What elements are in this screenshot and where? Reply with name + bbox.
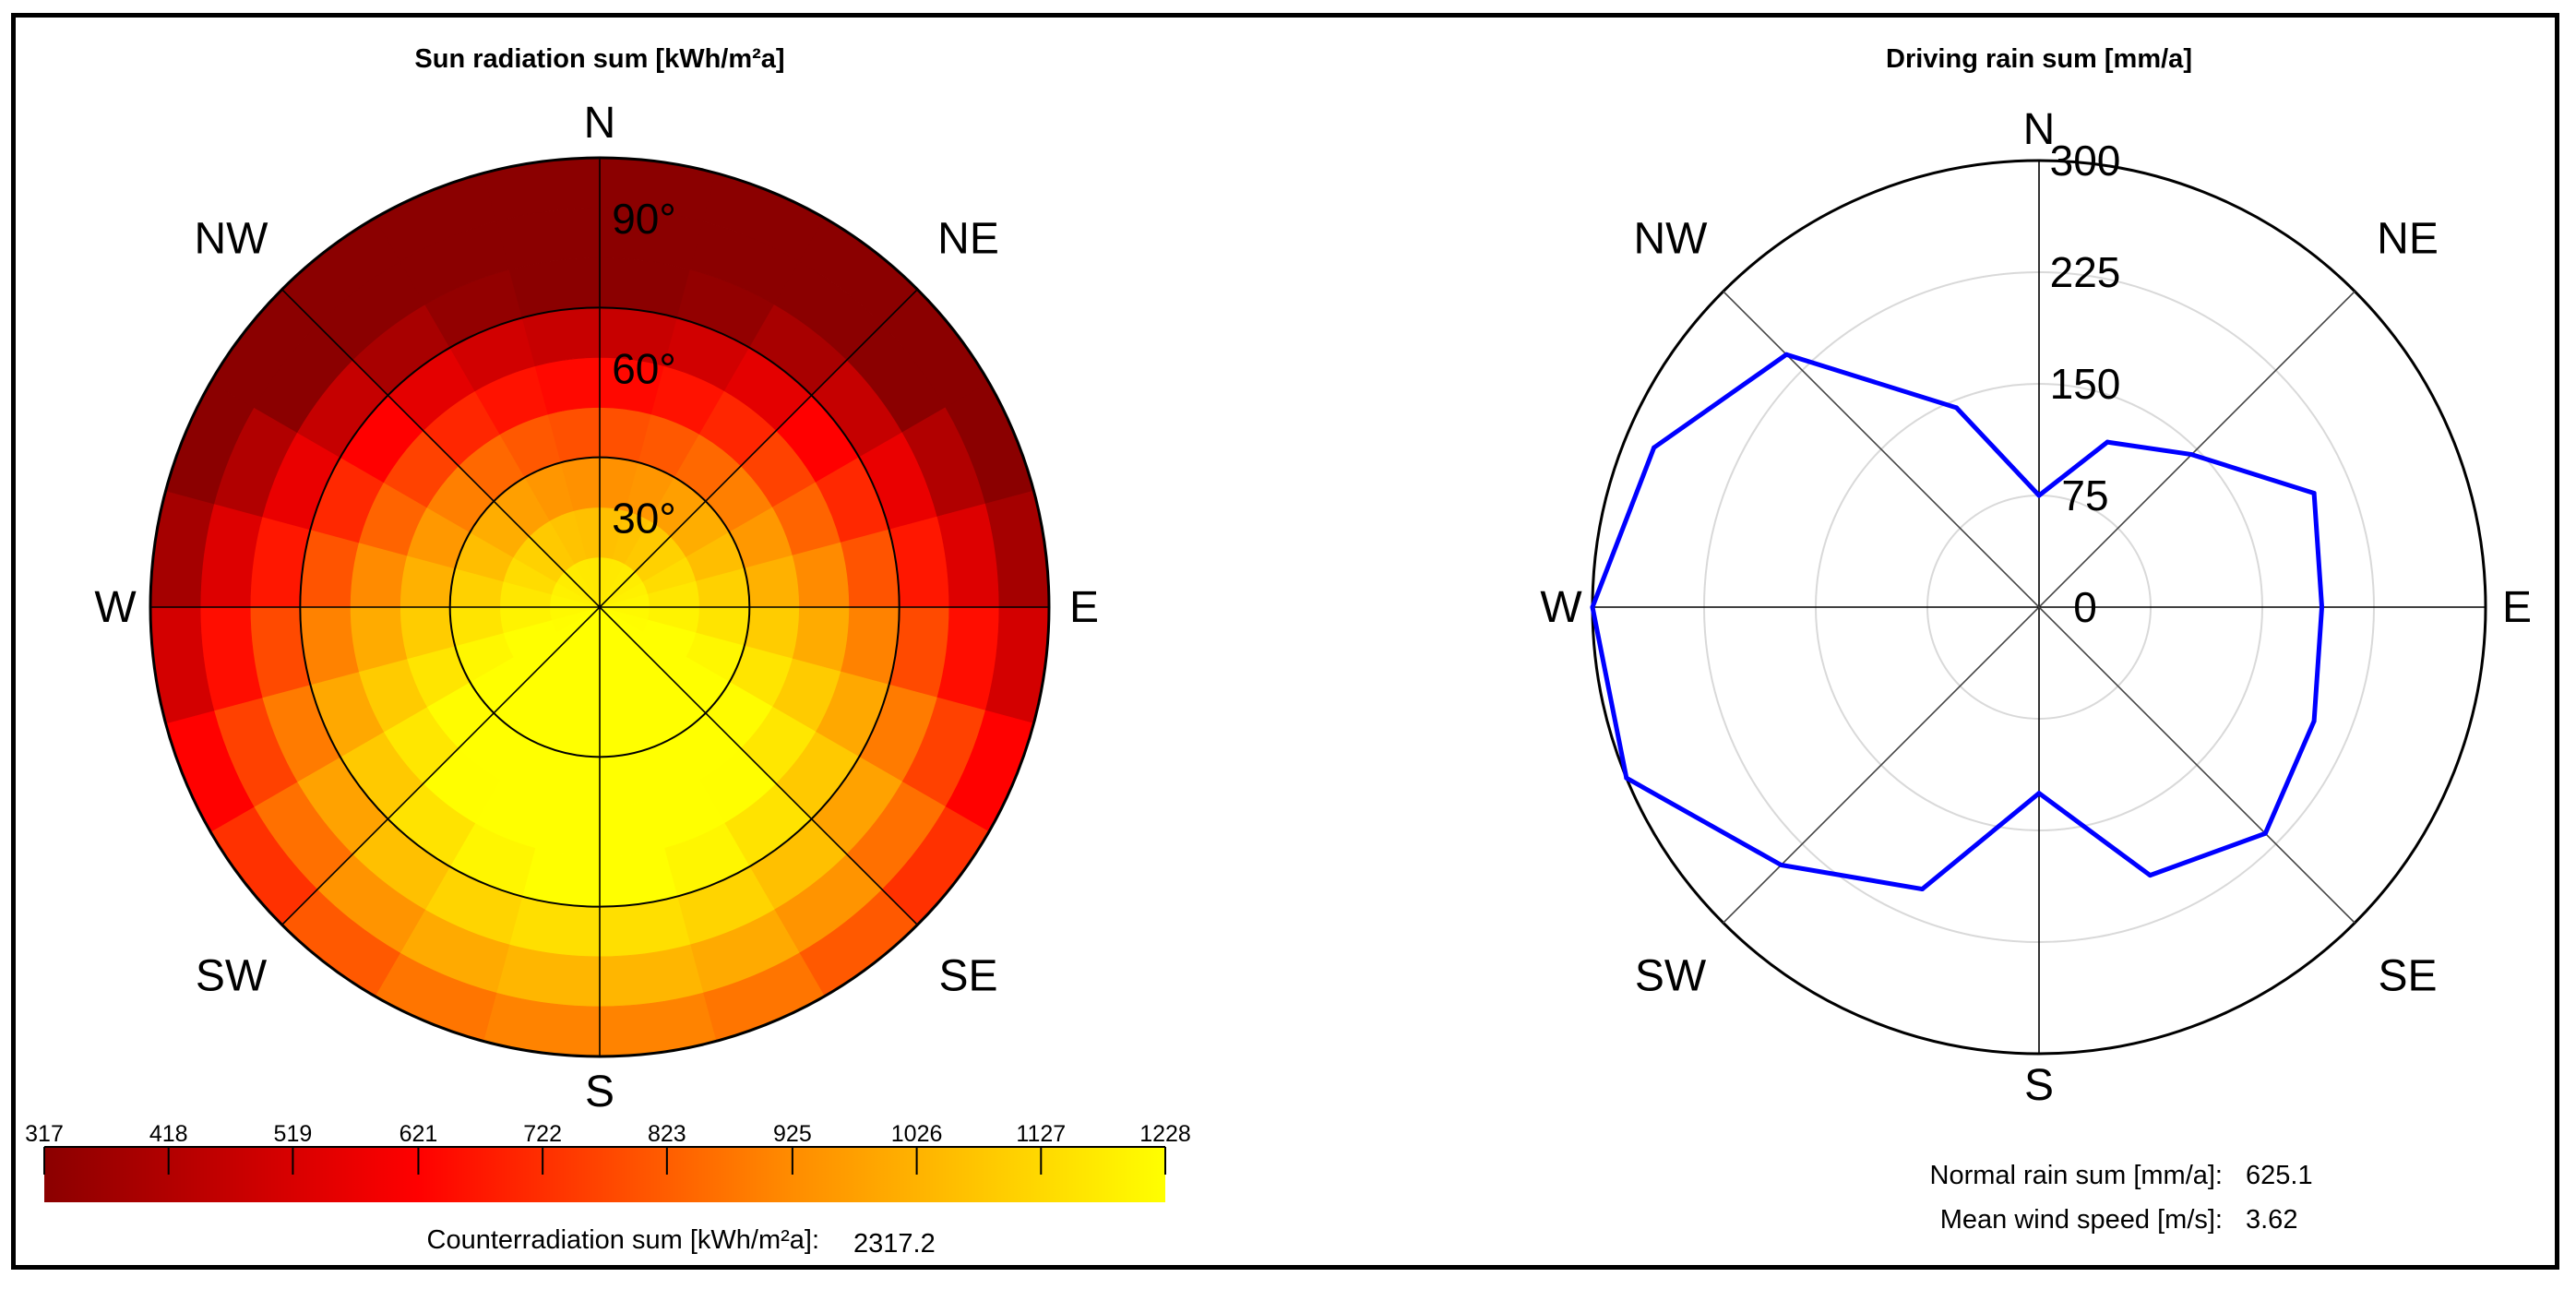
rain-point (1624, 775, 1629, 781)
rain-radial-tick-labels: 0 75 150 225 300 (2050, 137, 2121, 631)
rain-point (1919, 887, 1925, 892)
sun-chart-title: Sun radiation sum [kWh/m²a] (414, 44, 784, 74)
rain-point (2036, 493, 2042, 498)
normal-rain-label: Normal rain sum [mm/a]: (1930, 1161, 2223, 1190)
rain-point (2311, 491, 2317, 496)
sun-dir-w: W (94, 583, 137, 632)
rain-tick-label: 225 (2050, 248, 2121, 296)
rain-point (2320, 604, 2325, 610)
colorbar-gradient (44, 1147, 1165, 1202)
heatmap-cell (521, 847, 601, 907)
colorbar-tick-label: 519 (274, 1121, 313, 1147)
rain-point (1783, 352, 1789, 357)
rain-point (2311, 718, 2317, 723)
rain-direction-spokes (1592, 161, 2486, 1054)
rain-point (2262, 830, 2268, 836)
sun-radiation-chart: Sun radiation sum [kWh/m²a] N NE E SE S SW W NW… (25, 44, 1191, 1259)
colorbar-tick-label: 823 (648, 1121, 686, 1147)
rain-point (1652, 445, 1657, 450)
colorbar-tick-label: 925 (773, 1121, 812, 1147)
sun-direction-spokes (150, 158, 1049, 1056)
heatmap-cell (300, 529, 360, 608)
sun-dir-n: N (584, 99, 616, 148)
heatmap-cell (840, 529, 900, 608)
sun-ring-labels: 30° 60° 90° (612, 195, 676, 543)
colorbar: 317 418 519 621 722 823 925 1026 1127 1228 (25, 1121, 1191, 1202)
driving-rain-chart: Driving rain sum [mm/a] 0 75 150 225 300 N NE… (1540, 44, 2532, 1235)
mean-wind-value: 3.62 (2246, 1205, 2297, 1235)
heatmap-cell (840, 606, 900, 686)
rain-point (2036, 791, 2042, 796)
normal-rain-value: 625.1 (2246, 1161, 2313, 1190)
rain-point (2188, 452, 2194, 458)
colorbar-tick-label: 317 (25, 1121, 64, 1147)
ring-label: 30° (612, 495, 676, 543)
ring-label: 90° (612, 195, 676, 243)
colorbar-tick-label: 1026 (891, 1121, 943, 1147)
counterradiation-label: Counterradiation sum [kWh/m²a]: (427, 1225, 819, 1255)
rain-point (2147, 873, 2153, 878)
colorbar-tick-label: 1228 (1139, 1121, 1191, 1147)
rain-direction-labels: N NE E SE S SW W NW (1540, 105, 2532, 1110)
rain-point (1590, 604, 1595, 610)
sun-dir-sw: SW (196, 952, 268, 1001)
colorbar-tick-label: 722 (523, 1121, 562, 1147)
rain-spoke (1723, 291, 2355, 924)
counterradiation-value: 2317.2 (853, 1229, 936, 1259)
sun-dir-se: SE (938, 952, 997, 1001)
rain-tick-label: 300 (2050, 137, 2121, 185)
sun-dir-nw: NW (195, 214, 269, 263)
rain-dir-n: N (2023, 105, 2056, 154)
rain-chart-title: Driving rain sum [mm/a] (1886, 44, 2192, 74)
rain-point (1953, 405, 1959, 411)
rain-tick-label: 75 (2061, 471, 2108, 519)
heatmap-cell (599, 847, 678, 907)
rain-tick-label: 0 (2073, 583, 2097, 631)
colorbar-tick-label: 1127 (1016, 1121, 1066, 1147)
heatmap-cell (300, 606, 360, 686)
colorbar-ticks: 317 418 519 621 722 823 925 1026 1127 1228 (25, 1121, 1191, 1175)
rain-dir-se: SE (2378, 952, 2437, 1001)
rain-point (1779, 862, 1784, 867)
rain-point (2105, 439, 2110, 445)
sun-dir-ne: NE (937, 214, 999, 263)
rain-dir-sw: SW (1635, 952, 1707, 1001)
colorbar-tick-label: 418 (149, 1121, 188, 1147)
heatmap-cell (521, 307, 601, 367)
rain-series (1590, 352, 2325, 892)
sun-dir-e: E (1069, 583, 1099, 632)
rain-dir-e: E (2502, 583, 2532, 632)
rain-dir-nw: NW (1634, 214, 1709, 263)
mean-wind-label: Mean wind speed [m/s]: (1940, 1205, 2223, 1235)
sun-direction-labels: N NE E SE S SW W NW (94, 99, 1099, 1116)
sun-heatmap-cells (149, 157, 1050, 1057)
colorbar-tick-label: 621 (400, 1121, 438, 1147)
rain-dir-ne: NE (2377, 214, 2439, 263)
rain-dir-w: W (1540, 583, 1582, 632)
rain-dir-s: S (2024, 1061, 2054, 1110)
direction-spoke (281, 289, 918, 925)
rain-tick-label: 150 (2050, 360, 2121, 408)
ring-label: 60° (612, 344, 676, 392)
sun-dir-s: S (585, 1068, 614, 1116)
